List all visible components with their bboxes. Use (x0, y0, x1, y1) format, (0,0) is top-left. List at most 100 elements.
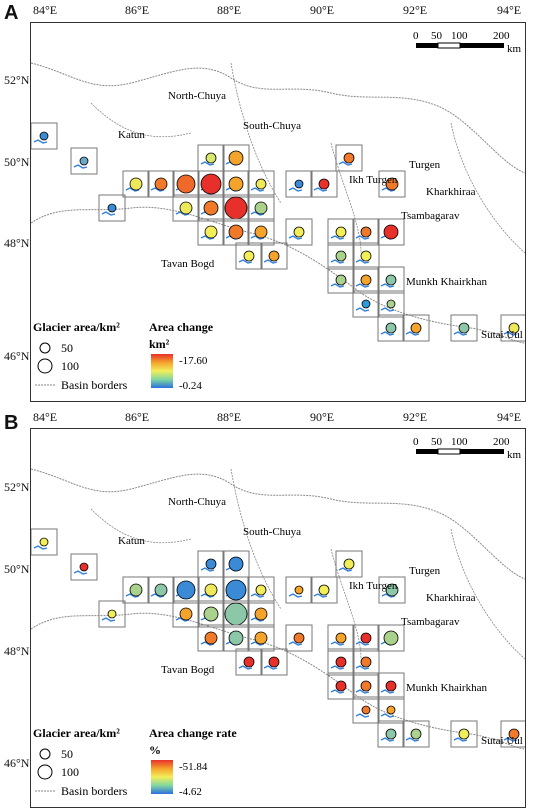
glacier-change-circle (179, 607, 193, 621)
legend-size-title: Glacier area/km² (33, 726, 120, 740)
legend-color-ramp (151, 354, 173, 388)
glacier-change-circle (410, 322, 422, 334)
grid-cell (402, 314, 430, 342)
glacier-change-circle (254, 225, 268, 239)
grid-cell (197, 218, 225, 246)
grid-cell (377, 624, 405, 652)
legend-color-max: -17.60 (179, 355, 208, 367)
glacier-change-circle (224, 196, 248, 220)
glacier-change-circle (343, 558, 355, 570)
legend-size-value: 50 (61, 747, 73, 761)
glacier-patch (381, 593, 396, 598)
lat-tick: 50°N (4, 562, 30, 576)
glacier-change-circle (508, 728, 520, 740)
legend-size-title: Glacier area/km² (33, 320, 120, 334)
lat-tick: 52°N (4, 73, 30, 87)
glacier-patch (355, 641, 370, 646)
lon-tick: 94°E (497, 410, 522, 424)
grid-cell (30, 122, 58, 150)
legend-circle-small (39, 342, 51, 354)
glacier-change-circle (200, 173, 222, 195)
glacier-change-circle (39, 537, 49, 547)
glacier-patch (330, 235, 345, 240)
grid-cells-b (30, 528, 528, 748)
label-north-chuya: North-Chuya (168, 496, 226, 508)
grid-cell (197, 550, 225, 578)
glacier-patch (200, 593, 215, 598)
glacier-change-circle (335, 226, 347, 238)
glacier-change-circle (154, 177, 168, 191)
glacier-patch (175, 617, 190, 622)
glacier-change-circle (410, 728, 422, 740)
lon-tick: 90°E (310, 410, 335, 424)
glacier-change-circle (361, 705, 371, 715)
grid-cell (172, 600, 200, 628)
glacier-change-circle (107, 203, 117, 213)
lon-tick: 92°E (403, 3, 428, 17)
glacier-patch (33, 545, 48, 550)
glacier-patch (288, 235, 303, 240)
glacier-change-circle (39, 131, 49, 141)
glacier-change-circle (458, 728, 470, 740)
scale-label: 50 (431, 30, 443, 42)
glacier-change-circle (255, 178, 267, 190)
glacier-change-circle (293, 226, 305, 238)
grid-cell (335, 144, 363, 172)
glacier-change-circle (385, 177, 399, 191)
label-tsambagarav: Tsambagarav (401, 616, 460, 628)
scale-label: 0 (413, 436, 419, 448)
glacier-change-circle (385, 583, 399, 597)
lat-tick: 46°N (4, 349, 30, 363)
grid-cell (285, 624, 313, 652)
label-south-chuya: South-Chuya (243, 526, 301, 538)
scale-label: 0 (413, 30, 419, 42)
glacier-change-circle (458, 322, 470, 334)
glacier-change-circle (385, 728, 397, 740)
basin-border (90, 62, 526, 254)
glacier-change-circle (255, 584, 267, 596)
glacier-patch (503, 331, 518, 336)
glacier-patch (125, 593, 140, 598)
glacier-change-circle (360, 226, 372, 238)
grid-cell (335, 550, 363, 578)
scale-label: 100 (451, 30, 468, 42)
glacier-patch (355, 665, 370, 670)
basin-border (90, 468, 526, 660)
glacier-change-circle (254, 607, 268, 621)
grid-cell (197, 600, 225, 628)
glacier-change-circle (383, 224, 399, 240)
glacier-change-circle (254, 631, 268, 645)
glacier-patch (355, 689, 370, 694)
grid-cell (98, 600, 126, 628)
grid-cell (352, 218, 380, 246)
basin-border (30, 468, 526, 580)
label-munkh-khairkhan: Munkh Khairkhan (406, 682, 487, 694)
glacier-change-circle (335, 680, 347, 692)
grid-cell (285, 218, 313, 246)
grid-cell (285, 170, 313, 198)
glacier-change-circle (228, 150, 244, 166)
legend-circle-large (37, 764, 53, 780)
glacier-patch (200, 161, 215, 166)
glacier-change-circle (176, 174, 196, 194)
grid-cell (352, 266, 380, 294)
glacier-patch (330, 283, 345, 288)
grid-cell (352, 242, 380, 270)
glacier-patch (380, 307, 395, 312)
glacier-patch (150, 593, 165, 598)
grid-cell (352, 648, 380, 676)
label-tavan-bogd: Tavan Bogd (161, 258, 215, 270)
scale-unit: km (507, 449, 522, 461)
glacier-change-circle (205, 558, 217, 570)
glacier-change-circle (203, 200, 219, 216)
glacier-change-circle (343, 152, 355, 164)
grid-cell (222, 550, 250, 578)
glacier-change-circle (243, 250, 255, 262)
glacier-change-circle (361, 299, 371, 309)
lat-tick: 48°N (4, 236, 30, 250)
lon-tick: 94°E (497, 3, 522, 17)
scale-unit: km (507, 43, 522, 55)
glacier-patch (405, 331, 420, 336)
glacier-patch (200, 567, 215, 572)
glacier-patch (330, 689, 345, 694)
